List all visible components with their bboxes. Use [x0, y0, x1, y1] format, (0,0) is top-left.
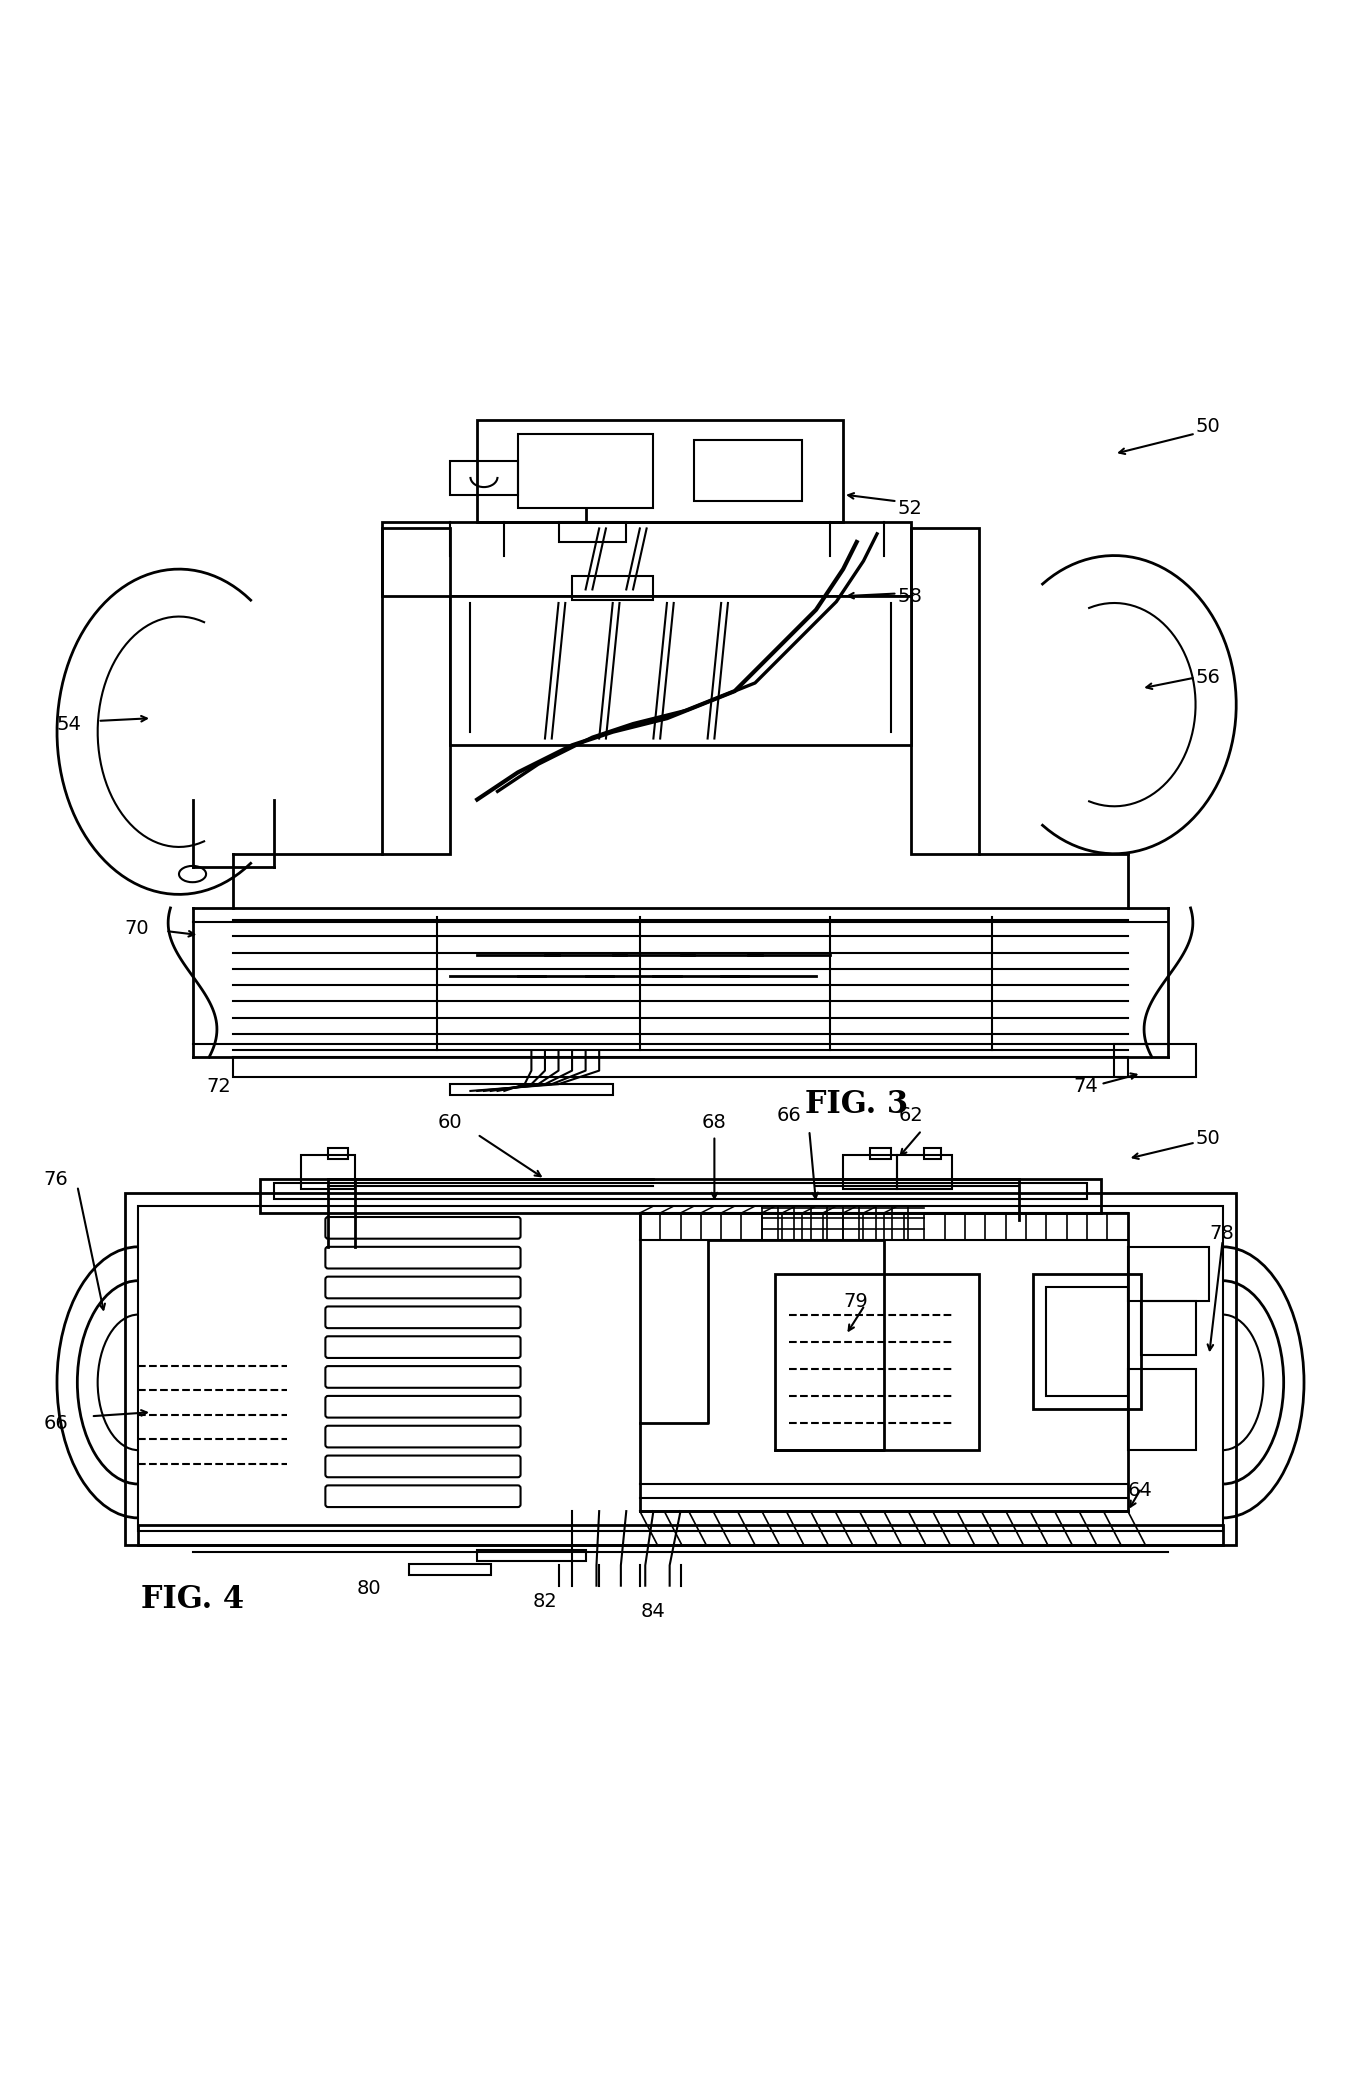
Bar — [1047, 1288, 1128, 1396]
FancyBboxPatch shape — [325, 1246, 520, 1269]
Bar — [1033, 1273, 1142, 1409]
FancyBboxPatch shape — [325, 1367, 520, 1388]
Text: 60: 60 — [438, 1112, 463, 1131]
Bar — [911, 528, 979, 854]
Bar — [410, 1563, 491, 1576]
FancyBboxPatch shape — [325, 1217, 520, 1240]
FancyBboxPatch shape — [325, 1336, 520, 1359]
Text: 56: 56 — [1195, 668, 1221, 687]
Text: 58: 58 — [897, 586, 923, 605]
Bar — [139, 1206, 1222, 1532]
FancyBboxPatch shape — [325, 1486, 520, 1507]
Bar — [478, 419, 844, 522]
Bar — [870, 1148, 890, 1158]
Bar — [572, 576, 653, 601]
Bar — [844, 1154, 897, 1188]
FancyBboxPatch shape — [325, 1425, 520, 1448]
Bar — [450, 1083, 612, 1096]
Text: 74: 74 — [1074, 1077, 1098, 1096]
FancyBboxPatch shape — [325, 1306, 520, 1327]
Text: 64: 64 — [1128, 1482, 1153, 1501]
Bar — [328, 1148, 348, 1158]
Text: 82: 82 — [532, 1592, 558, 1611]
Text: 78: 78 — [1209, 1223, 1234, 1242]
Bar — [478, 1551, 585, 1561]
Text: 50: 50 — [1195, 417, 1221, 436]
Text: 79: 79 — [844, 1292, 868, 1311]
Bar — [125, 1192, 1236, 1544]
Text: 52: 52 — [897, 499, 923, 518]
FancyBboxPatch shape — [325, 1455, 520, 1478]
Bar — [1128, 1246, 1209, 1300]
Bar — [1142, 1300, 1195, 1354]
Bar — [301, 1154, 355, 1188]
Bar — [450, 461, 517, 495]
Bar — [1115, 1044, 1195, 1077]
Text: 72: 72 — [206, 1077, 231, 1096]
Bar — [558, 522, 626, 543]
FancyBboxPatch shape — [325, 1396, 520, 1417]
Text: 76: 76 — [44, 1169, 68, 1188]
Text: 70: 70 — [125, 918, 150, 937]
Text: 62: 62 — [898, 1106, 923, 1125]
Bar — [897, 1154, 951, 1188]
Bar — [382, 522, 911, 597]
Bar — [450, 597, 911, 745]
FancyBboxPatch shape — [325, 1277, 520, 1298]
Text: 68: 68 — [702, 1112, 727, 1131]
Bar — [517, 434, 653, 507]
Text: FIG. 3: FIG. 3 — [806, 1089, 908, 1121]
Bar — [260, 1179, 1101, 1213]
Text: 66: 66 — [777, 1106, 802, 1125]
Bar — [924, 1148, 940, 1158]
Text: 84: 84 — [641, 1603, 666, 1622]
Text: 66: 66 — [44, 1413, 68, 1432]
Text: 50: 50 — [1195, 1129, 1221, 1148]
Bar — [233, 1056, 1128, 1077]
Bar — [694, 440, 803, 501]
Bar — [274, 1183, 1087, 1200]
Bar — [776, 1273, 979, 1450]
Text: 80: 80 — [357, 1580, 381, 1599]
Bar — [382, 528, 450, 854]
Bar — [1128, 1369, 1195, 1450]
Text: FIG. 4: FIG. 4 — [142, 1584, 244, 1615]
Bar — [640, 1213, 1128, 1511]
Text: 54: 54 — [57, 716, 82, 735]
Bar — [139, 1526, 1222, 1544]
